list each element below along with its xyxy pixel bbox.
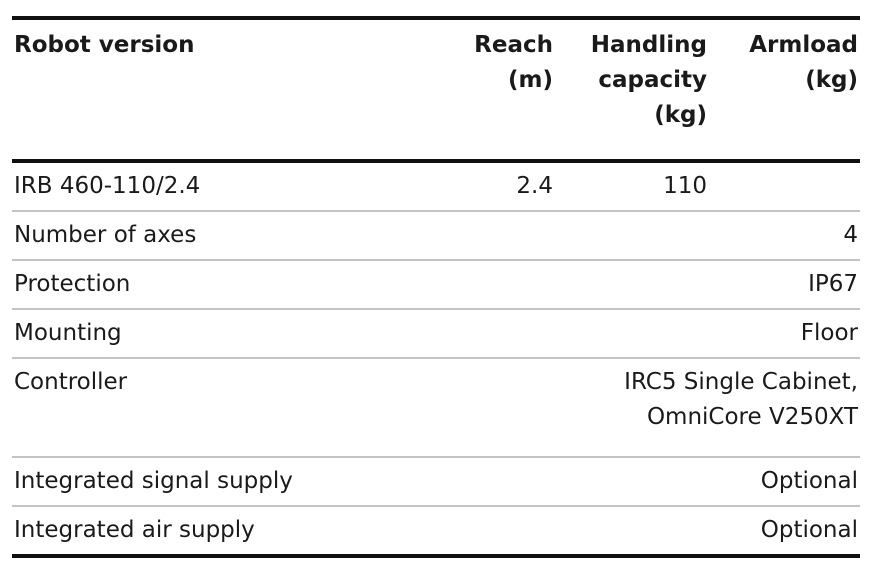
cell-value: Optional xyxy=(760,517,858,543)
table-header: Robot version Reach (m) Handling capacity … xyxy=(12,18,860,161)
row-label: Integrated air supply xyxy=(14,517,255,543)
table-body: IRB 460-110/2.4 2.4 110 Number of axes 4 Prot… xyxy=(12,161,860,556)
row-label: Integrated signal supply xyxy=(14,468,293,494)
table-row: Integrated air supply Optional xyxy=(12,506,860,556)
table-row: Integrated signal supply Optional xyxy=(12,457,860,506)
header-row: Robot version Reach (m) Handling capacity … xyxy=(12,18,860,161)
cell-value: Floor xyxy=(800,320,858,346)
row-label: Number of axes xyxy=(14,222,197,248)
table-row: IRB 460-110/2.4 2.4 110 xyxy=(12,161,860,211)
table-row: Mounting Floor xyxy=(12,309,860,358)
cell-value: IP67 xyxy=(808,271,858,297)
table-row: Controller IRC5 Single Cabinet, OmniCore … xyxy=(12,358,860,457)
cell-value: 4 xyxy=(843,222,858,248)
table-row: Number of axes 4 xyxy=(12,211,860,260)
cell-value: 2.4 xyxy=(516,173,553,199)
cell-value: Optional xyxy=(760,468,858,494)
cell-value: 110 xyxy=(663,173,707,199)
row-label: Protection xyxy=(14,271,131,297)
row-label: IRB 460-110/2.4 xyxy=(14,173,201,199)
column-header: Robot version xyxy=(14,32,195,58)
spec-table: Robot version Reach (m) Handling capacity … xyxy=(12,16,860,558)
row-label: Controller xyxy=(14,369,128,395)
column-header: Reach (m) xyxy=(474,32,553,93)
row-label: Mounting xyxy=(14,320,122,346)
column-header: Armload (kg) xyxy=(749,32,858,93)
cell-value: IRC5 Single Cabinet, OmniCore V250XT xyxy=(624,369,858,430)
column-header: Handling capacity (kg) xyxy=(590,32,707,128)
cell-value xyxy=(709,161,860,211)
table-row: Protection IP67 xyxy=(12,260,860,309)
